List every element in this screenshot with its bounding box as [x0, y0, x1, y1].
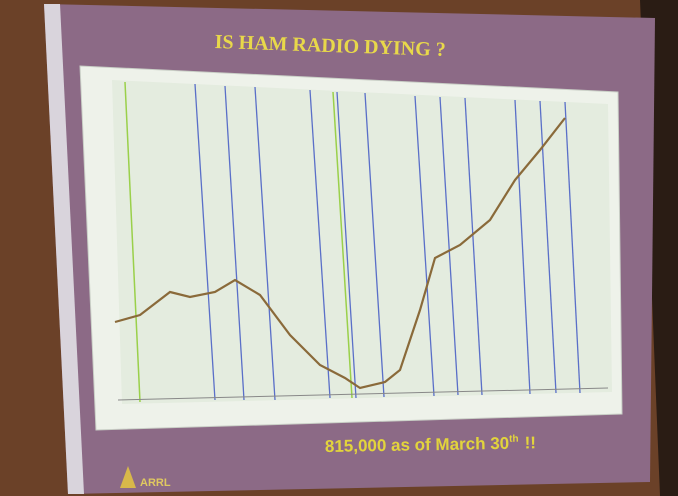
green-line	[332, 91, 353, 399]
event-line	[254, 86, 276, 401]
caption-sup: th	[509, 434, 519, 445]
caption: 815,000 as of March 30th!!	[325, 433, 536, 456]
event-line	[414, 95, 435, 397]
caption-main: 815,000 as of March 30	[325, 434, 510, 456]
green-line	[124, 81, 141, 403]
event-line	[439, 96, 459, 396]
event-line	[224, 85, 245, 401]
event-line	[309, 89, 331, 399]
event-line	[364, 92, 385, 398]
event-line	[564, 101, 581, 394]
slide-highlight	[44, 4, 84, 494]
x-axis	[117, 387, 609, 401]
event-line	[336, 91, 357, 399]
logo-icon	[120, 466, 136, 488]
plot-area	[112, 80, 612, 404]
event-lines	[194, 83, 581, 401]
logo-text: ARRL	[140, 477, 171, 489]
green-lines	[124, 81, 353, 403]
event-line	[514, 99, 531, 395]
event-line	[539, 100, 557, 394]
event-line	[464, 97, 483, 396]
caption-end: !!	[524, 433, 536, 452]
trend-curve	[114, 117, 566, 390]
event-line	[194, 83, 216, 401]
